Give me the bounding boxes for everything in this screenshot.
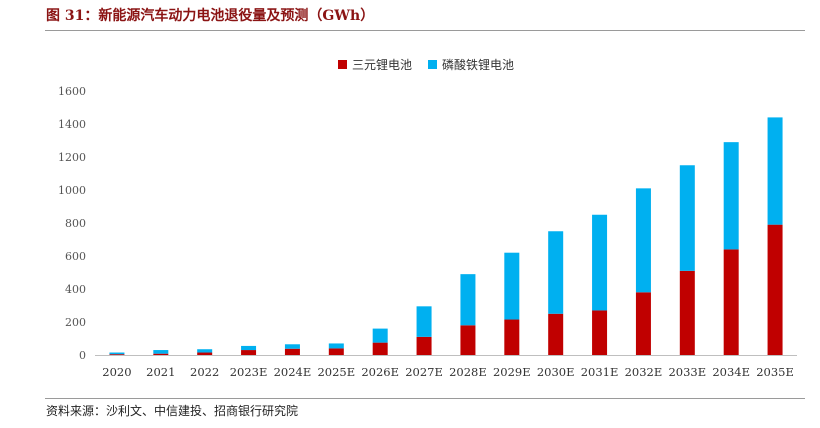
y-tick-label: 1000 bbox=[58, 184, 86, 197]
y-tick-label: 600 bbox=[65, 250, 86, 263]
bar-lfp-2029E bbox=[504, 252, 520, 320]
x-tick-label: 2030E bbox=[537, 365, 575, 379]
x-tick-label: 2023E bbox=[230, 365, 268, 379]
bar-lfp-2028E bbox=[460, 274, 476, 326]
bar-ncm-2030E bbox=[548, 313, 564, 355]
figure-title: 图 31：新能源汽车动力电池退役量及预测（GWh） bbox=[46, 8, 375, 24]
bar-ncm-2027E bbox=[416, 336, 432, 355]
y-tick-label: 400 bbox=[65, 283, 86, 296]
bar-ncm-2024E bbox=[284, 348, 300, 355]
bar-ncm-2033E bbox=[679, 270, 695, 355]
bar-ncm-2035E bbox=[767, 224, 783, 355]
bar-lfp-2021 bbox=[153, 350, 169, 354]
bar-ncm-2032E bbox=[635, 292, 651, 355]
x-tick-label: 2028E bbox=[449, 365, 487, 379]
x-tick-label: 2032E bbox=[625, 365, 663, 379]
x-tick-label: 2026E bbox=[361, 365, 399, 379]
x-tick-label: 2029E bbox=[493, 365, 531, 379]
legend-item-lfp: 磷酸铁锂电池 bbox=[428, 56, 514, 73]
y-tick-label: 200 bbox=[65, 316, 86, 329]
y-tick-label: 1200 bbox=[58, 151, 86, 164]
y-tick-label: 800 bbox=[65, 217, 86, 230]
source-note: 资料来源：沙利文、中信建投、招商银行研究院 bbox=[46, 404, 299, 418]
bar-ncm-2025E bbox=[328, 348, 344, 355]
legend-item-ncm: 三元锂电池 bbox=[338, 56, 412, 73]
bar-lfp-2034E bbox=[723, 142, 739, 250]
bar-ncm-2031E bbox=[592, 310, 608, 355]
x-tick-label: 2031E bbox=[581, 365, 619, 379]
bar-lfp-2022 bbox=[197, 349, 213, 353]
bar-lfp-2027E bbox=[416, 306, 432, 337]
bar-ncm-2034E bbox=[723, 249, 739, 355]
y-tick-label: 0 bbox=[79, 349, 86, 362]
legend-label-lfp: 磷酸铁锂电池 bbox=[442, 57, 515, 72]
bar-lfp-2031E bbox=[592, 214, 608, 311]
title-rule bbox=[45, 30, 805, 31]
bar-lfp-2023E bbox=[241, 345, 257, 351]
x-tick-label: 2035E bbox=[756, 365, 794, 379]
y-tick-label: 1400 bbox=[58, 118, 86, 131]
bar-ncm-2020 bbox=[109, 354, 125, 355]
bar-ncm-2026E bbox=[372, 342, 388, 355]
bar-lfp-2035E bbox=[767, 117, 783, 225]
bar-lfp-2026E bbox=[372, 328, 388, 343]
bar-ncm-2023E bbox=[241, 350, 257, 355]
bar-lfp-2025E bbox=[328, 343, 344, 349]
x-tick-label: 2033E bbox=[668, 365, 706, 379]
x-tick-label: 2027E bbox=[405, 365, 443, 379]
bar-lfp-2030E bbox=[548, 231, 564, 314]
x-tick-label: 2020 bbox=[102, 365, 131, 379]
bar-ncm-2021 bbox=[153, 353, 169, 355]
x-tick-label: 2024E bbox=[274, 365, 312, 379]
legend-label-ncm: 三元锂电池 bbox=[352, 57, 413, 72]
chart-legend: 三元锂电池 磷酸铁锂电池 bbox=[338, 56, 530, 72]
bar-ncm-2028E bbox=[460, 325, 476, 355]
bar-ncm-2029E bbox=[504, 319, 520, 355]
legend-swatch-lfp bbox=[428, 59, 438, 69]
x-tick-label: 2021 bbox=[146, 365, 175, 379]
bar-lfp-2033E bbox=[679, 165, 695, 271]
x-tick-label: 2025E bbox=[317, 365, 355, 379]
source-rule bbox=[45, 398, 805, 399]
legend-swatch-ncm bbox=[338, 59, 347, 69]
x-tick-label: 2034E bbox=[712, 365, 750, 379]
x-tick-label: 2022 bbox=[190, 365, 219, 379]
bar-lfp-2024E bbox=[284, 344, 300, 349]
y-tick-label: 1600 bbox=[58, 85, 86, 98]
bar-lfp-2032E bbox=[635, 188, 651, 293]
bar-lfp-2020 bbox=[109, 352, 125, 355]
bar-ncm-2022 bbox=[197, 352, 213, 355]
